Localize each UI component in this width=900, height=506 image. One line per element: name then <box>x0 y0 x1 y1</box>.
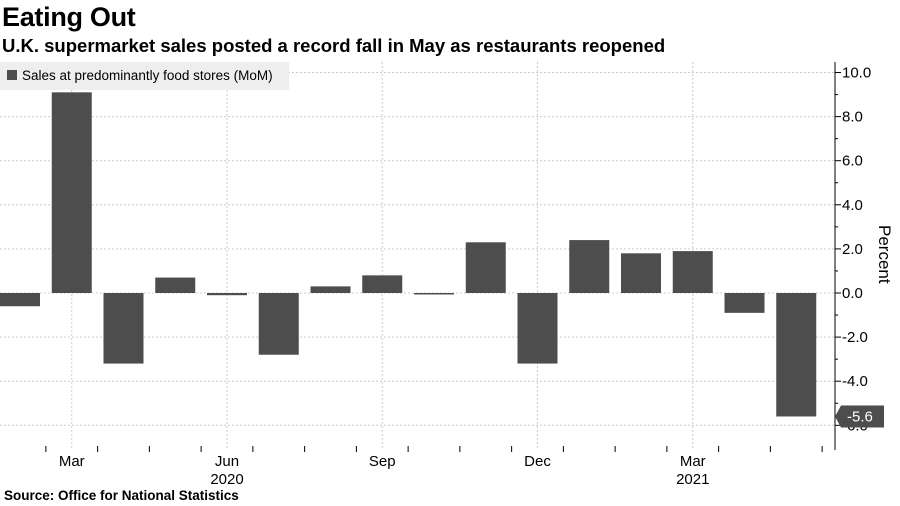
axes: 10.08.06.04.02.00.0-2.0-4.0-6.0MarJunSep… <box>45 62 884 488</box>
bar <box>362 275 403 293</box>
bar <box>0 293 40 307</box>
y-tick-label: -4.0 <box>842 373 868 390</box>
bar <box>465 242 506 293</box>
y-axis-label: Percent <box>875 225 894 284</box>
x-tick-label: Mar <box>680 453 706 470</box>
bar <box>621 253 661 293</box>
chart-subtitle: U.K. supermarket sales posted a record f… <box>2 35 666 56</box>
x-tick-label: Mar <box>59 453 85 470</box>
bar <box>414 293 454 295</box>
callout-pointer <box>835 405 841 428</box>
bar <box>724 293 765 313</box>
callout-box <box>841 405 884 428</box>
bar <box>155 277 196 293</box>
y-tick-label: 0.0 <box>842 285 863 302</box>
y-tick-label: 4.0 <box>842 197 863 214</box>
y-tick-label: 2.0 <box>842 241 863 258</box>
y-tick-label: -2.0 <box>842 329 868 346</box>
bar <box>51 92 92 293</box>
bar <box>258 293 299 355</box>
x-year-label: 2021 <box>676 471 709 488</box>
bar-series <box>0 92 817 417</box>
bar <box>310 286 351 293</box>
y-tick-label: 8.0 <box>842 109 863 126</box>
x-year-label: 2020 <box>210 471 243 488</box>
bar <box>672 251 713 293</box>
legend-background <box>0 62 289 90</box>
chart-title: Eating Out <box>2 2 136 32</box>
source-note: Source: Office for National Statistics <box>4 488 239 503</box>
bar <box>517 293 558 364</box>
bar <box>207 293 247 296</box>
x-tick-label: Dec <box>524 453 551 470</box>
legend-swatch <box>7 70 17 80</box>
y-tick-label: 6.0 <box>842 153 863 170</box>
y-tick-label: 10.0 <box>842 65 871 82</box>
bar <box>103 293 144 364</box>
bar <box>569 240 610 293</box>
last-value-label: -5.6 <box>847 408 873 425</box>
x-tick-label: Jun <box>215 453 239 470</box>
legend: Sales at predominantly food stores (MoM) <box>0 62 289 90</box>
x-tick-label: Sep <box>369 453 396 470</box>
last-value-callout: -5.6 <box>835 405 884 428</box>
bar <box>776 293 817 417</box>
legend-label: Sales at predominantly food stores (MoM) <box>22 68 273 83</box>
